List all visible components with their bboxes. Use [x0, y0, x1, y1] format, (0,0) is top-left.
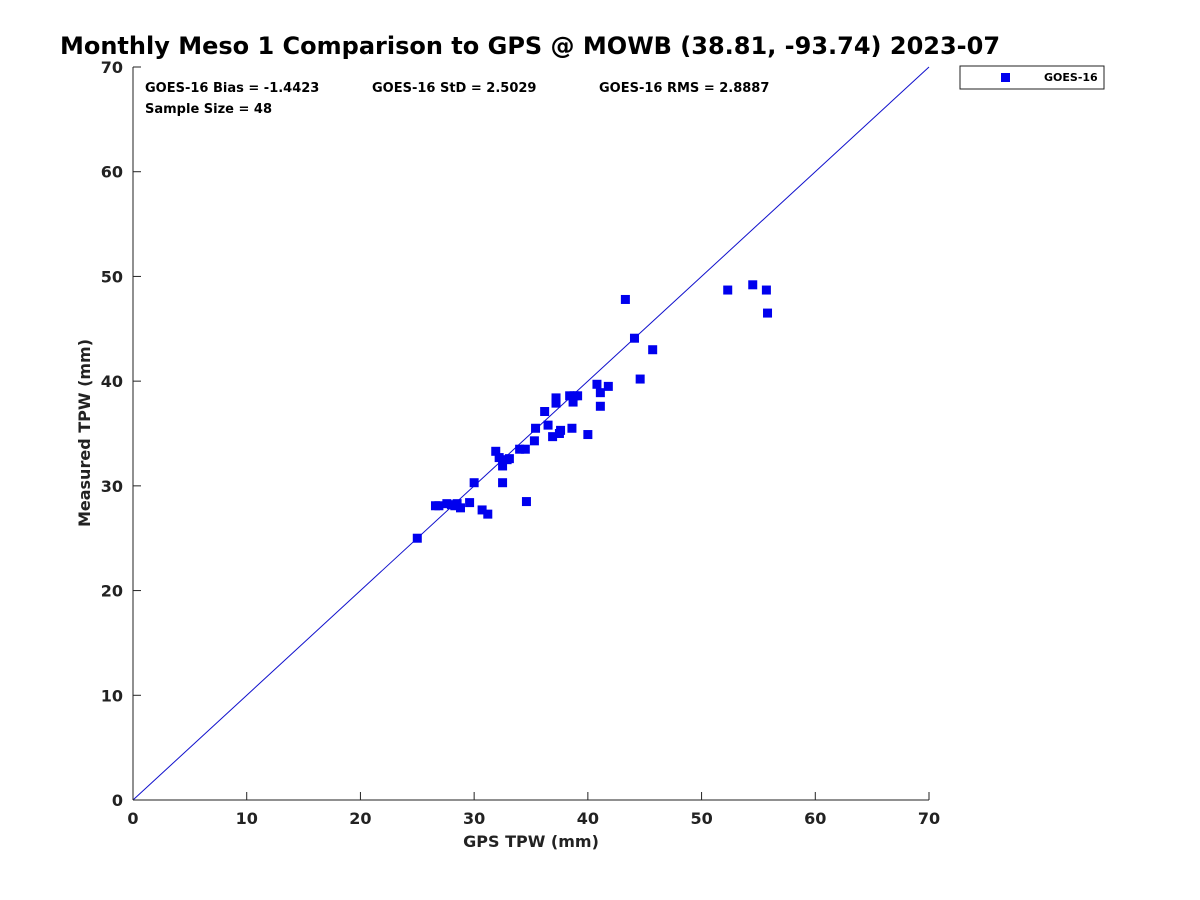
data-point	[520, 444, 530, 454]
data-point	[763, 308, 773, 318]
x-tick-label: 40	[577, 809, 599, 828]
data-point	[635, 374, 645, 384]
data-point	[551, 398, 561, 408]
data-point	[748, 280, 758, 290]
data-point	[595, 401, 605, 411]
x-axis-label: GPS TPW (mm)	[463, 832, 599, 851]
x-ticks: 0 10 20 30 40 50 60 70	[127, 792, 940, 828]
data-point	[442, 499, 452, 509]
data-point	[568, 397, 578, 407]
data-point	[494, 453, 504, 463]
data-point	[761, 285, 771, 295]
rms-annotation: GOES-16 RMS = 2.8887	[599, 81, 769, 96]
data-point	[548, 432, 558, 442]
y-tick-label: 50	[101, 267, 123, 286]
y-tick-label: 70	[101, 58, 123, 77]
plot-area: 0 10 20 30 40 50 60 70 0 10 20 30 40 50 60 70	[101, 58, 940, 828]
y-ticks: 0 10 20 30 40 50 60 70	[101, 58, 141, 810]
y-axis-label: Measured TPW (mm)	[75, 339, 94, 527]
y-tick-label: 0	[112, 791, 123, 810]
std-annotation: GOES-16 StD = 2.5029	[372, 81, 536, 96]
reference-line	[132, 66, 930, 801]
x-tick-label: 50	[690, 809, 712, 828]
x-tick-label: 0	[127, 809, 138, 828]
data-point	[412, 533, 422, 543]
data-point	[498, 461, 508, 471]
data-point	[465, 498, 475, 508]
data-point	[723, 285, 733, 295]
data-point	[529, 436, 539, 446]
data-point	[504, 454, 514, 464]
data-point	[521, 497, 531, 507]
data-point	[592, 379, 602, 389]
data-point	[567, 423, 577, 433]
data-point	[603, 381, 613, 391]
data-point	[531, 423, 541, 433]
y-tick-label: 30	[101, 477, 123, 496]
y-tick-label: 10	[101, 686, 123, 705]
x-tick-label: 30	[463, 809, 485, 828]
data-points	[412, 280, 773, 543]
data-point	[595, 388, 605, 398]
data-point	[565, 391, 575, 401]
data-point	[469, 478, 479, 488]
data-point	[491, 446, 501, 456]
data-point	[573, 391, 583, 401]
legend: GOES-16	[959, 65, 1105, 90]
chart-title: Monthly Meso 1 Comparison to GPS @ MOWB …	[60, 32, 1000, 60]
y-tick-label: 60	[101, 163, 123, 182]
bias-annotation: GOES-16 Bias = -1.4423	[145, 81, 319, 96]
sample-size-annotation: Sample Size = 48	[145, 102, 272, 117]
data-point	[648, 345, 658, 355]
x-tick-label: 60	[804, 809, 826, 828]
data-point	[455, 503, 465, 513]
data-point	[620, 294, 630, 304]
data-point	[551, 393, 561, 403]
data-point	[477, 505, 487, 515]
legend-entry-goes-16: GOES-16	[1044, 71, 1098, 84]
legend-box	[959, 65, 1105, 90]
data-point	[515, 444, 525, 454]
data-point	[556, 425, 566, 435]
data-point	[543, 420, 553, 430]
data-point	[629, 333, 639, 343]
data-point	[540, 407, 550, 417]
data-point	[483, 509, 493, 519]
x-tick-label: 70	[918, 809, 940, 828]
data-point	[434, 501, 444, 511]
legend-marker	[1001, 73, 1010, 82]
data-point	[583, 430, 593, 440]
y-tick-label: 20	[101, 582, 123, 601]
x-tick-label: 10	[236, 809, 258, 828]
y-tick-label: 40	[101, 372, 123, 391]
data-point	[498, 478, 508, 488]
x-tick-label: 20	[349, 809, 371, 828]
